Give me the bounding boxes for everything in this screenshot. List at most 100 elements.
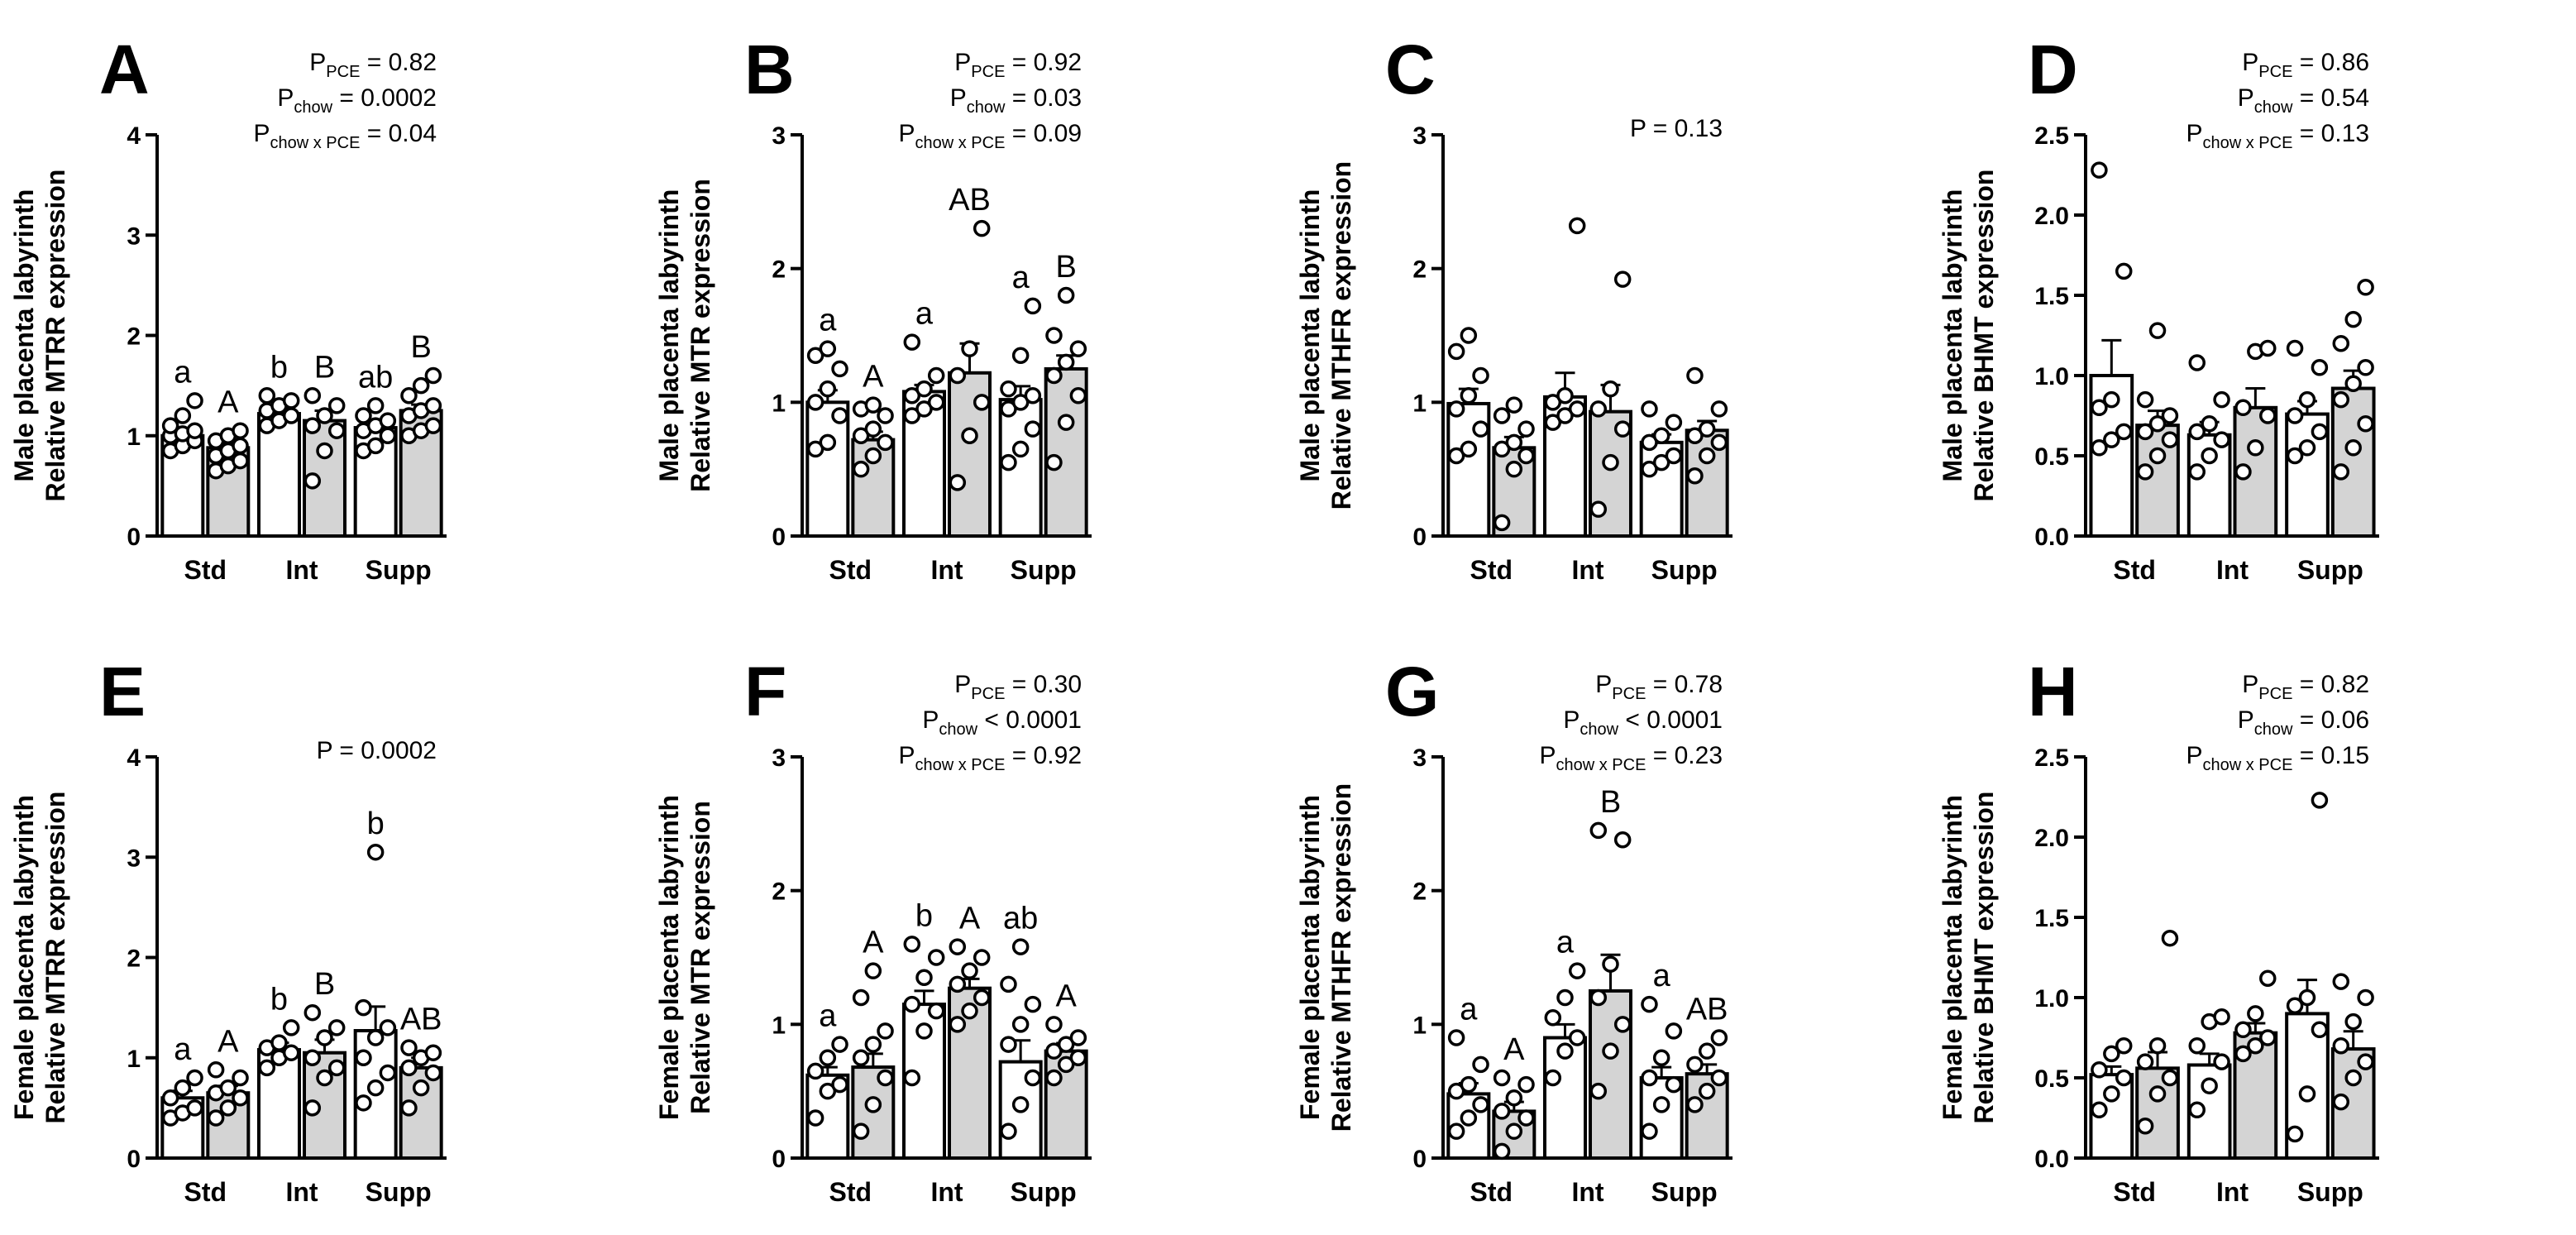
data-point [1665,1022,1683,1040]
y-tick-label: 3 [1412,122,1427,150]
data-point [2188,354,2206,371]
data-point [1493,1103,1511,1120]
data-point [1652,1096,1670,1113]
data-point [400,387,418,404]
y-tick-label: 1.0 [2034,985,2069,1012]
x-tick-label: Supp [1011,555,1077,585]
data-point [379,427,397,444]
data-point [1602,380,1619,398]
data-point [2136,463,2154,481]
data-point [877,407,894,424]
y-tick-label: 2.0 [2034,825,2069,852]
y-axis-label-line1: Female placenta labyrinth [9,795,39,1120]
data-point [2259,1029,2277,1046]
data-point [2332,390,2350,409]
data-point [1589,821,1608,840]
data-point [1460,1109,1478,1127]
data-point [2188,463,2206,481]
data-point [355,1094,372,1112]
data-point [806,1109,824,1127]
panel-D: D Male placenta labyrinth Relative BHMT ex… [1938,31,2379,585]
x-tick-label: Supp [2297,1177,2363,1207]
data-point [1556,387,1574,404]
significance-letter: b [270,350,288,385]
significance-letter: A [1055,979,1077,1013]
data-point [2298,988,2316,1007]
data-point [2357,1053,2374,1070]
data-point [282,407,300,424]
stat-annotation: PPCE = 0.30 [954,671,1082,703]
data-point [2344,310,2362,328]
data-point [2332,334,2350,352]
data-point [1460,1075,1478,1094]
y-axis-label-line1: Male placenta labyrinth [9,189,39,482]
data-point [1698,420,1716,438]
data-point [1069,1049,1087,1066]
data-point [379,1019,397,1036]
data-point [303,417,322,434]
y-tick-label: 4 [127,744,141,772]
data-point [2357,279,2374,296]
significance-letter: AB [949,183,991,218]
data-point [2332,973,2350,990]
y-tick-label: 1 [1412,1012,1427,1039]
data-point [877,433,894,452]
data-point [412,1079,430,1097]
data-point [2332,1093,2350,1111]
data-point [2332,463,2350,481]
data-point [282,1044,300,1061]
data-point [806,394,824,411]
data-point [316,1069,333,1087]
data-point [819,433,837,452]
y-axis-label-line1: Female placenta labyrinth [654,795,684,1120]
y-tick-label: 2.0 [2034,203,2069,230]
data-point [424,366,442,385]
data-point [1602,955,1619,973]
significance-letter: B [314,967,335,1002]
data-point [2234,1045,2252,1063]
y-tick-label: 1 [772,1012,786,1039]
data-point [903,936,921,953]
data-point [1000,380,1017,398]
y-tick-label: 3 [772,744,786,772]
data-point [366,397,385,414]
stat-annotation: Pchow = 0.03 [950,84,1082,117]
stat-annotation: PPCE = 0.86 [2242,49,2369,81]
data-point [161,1089,179,1107]
data-point [258,387,276,404]
stat-annotation: PPCE = 0.78 [1595,671,1723,703]
data-point [2188,423,2206,441]
data-point [2344,375,2362,392]
data-point [864,1096,882,1113]
significance-letter: A [863,360,884,395]
data-point [327,397,346,414]
data-point [186,392,203,409]
y-tick-label: 2 [1412,878,1427,906]
panel-F: F Female placenta labyrinth Relative MTR e… [654,653,1092,1207]
x-tick-label: Supp [1651,1177,1718,1207]
significance-letter: a [819,999,837,1034]
data-point [2091,1061,2108,1079]
data-point [1589,988,1608,1007]
data-point [303,1099,322,1117]
x-tick-label: Std [2113,555,2156,585]
data-point [1011,1016,1030,1033]
y-tick-label: 2.5 [2034,744,2069,772]
data-point [355,407,372,424]
data-point [1613,420,1632,438]
data-point [806,1062,824,1080]
data-point [400,1039,418,1056]
y-tick-label: 0 [772,1146,786,1173]
data-point [2115,423,2133,441]
data-point [1000,1036,1017,1053]
data-point [379,1064,397,1082]
y-tick-label: 1.5 [2034,905,2069,932]
data-point [232,437,249,455]
data-point [207,1061,225,1079]
data-point [1493,1142,1511,1161]
data-point [2286,407,2304,424]
panel-letter: F [744,653,786,730]
data-point [2247,439,2264,457]
data-point [2311,423,2329,441]
x-tick-label: Std [829,1177,872,1207]
